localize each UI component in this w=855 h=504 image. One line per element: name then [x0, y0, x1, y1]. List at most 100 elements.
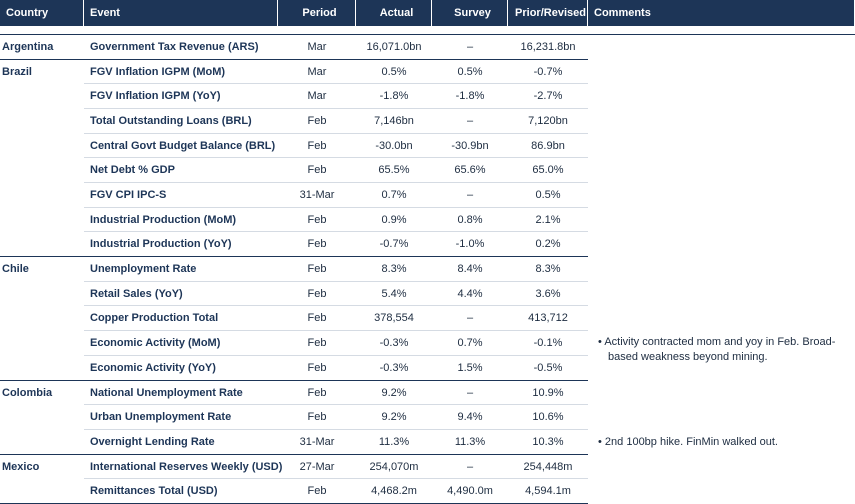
event: Remittances Total (USD) [90, 485, 218, 498]
value: Mar [307, 90, 327, 103]
value: 0.8% [457, 213, 483, 226]
row-rule [84, 478, 588, 480]
header-cell: Survey [432, 0, 508, 26]
comment: • 2nd 100bp hike. FinMin walked out. [598, 435, 778, 448]
event: Economic Activity (YoY) [90, 361, 216, 374]
value: 4.4% [457, 287, 483, 300]
value: – [466, 386, 474, 399]
group-rule [0, 379, 588, 381]
row-rule [84, 305, 588, 307]
value: -2.7% [533, 90, 563, 103]
value: Feb [307, 361, 327, 374]
value: -0.1% [533, 337, 563, 350]
value: 4,468.2m [371, 485, 417, 498]
value: Mar [307, 65, 327, 78]
value: Mar [307, 41, 327, 53]
header-cell: Prior/Revised [508, 0, 588, 26]
value: 9.4% [457, 411, 483, 424]
row-rule [84, 108, 588, 110]
row-rule [84, 182, 588, 184]
value: 11.3% [454, 435, 486, 448]
value: 5.4% [381, 287, 407, 300]
value: – [466, 115, 474, 128]
value: 378,554 [374, 312, 414, 325]
value: Feb [307, 213, 327, 226]
row-rule [84, 428, 588, 430]
row-rule [84, 404, 588, 406]
group-rule [0, 453, 588, 455]
value: 31-Mar [299, 435, 335, 448]
header-cell: Country [0, 0, 84, 26]
row-rule [84, 132, 588, 134]
event: FGV CPI IPC-S [90, 189, 167, 202]
event: Overnight Lending Rate [90, 435, 215, 448]
value: 65.6% [454, 164, 486, 177]
group-rule [0, 256, 588, 258]
row-rule [84, 206, 588, 208]
value: -30.9bn [451, 139, 489, 152]
event: Industrial Production (MoM) [90, 213, 237, 226]
event: Total Outstanding Loans (BRL) [90, 115, 252, 128]
header-cell: Comments [588, 0, 855, 26]
value: 413,712 [528, 312, 568, 325]
event: Economic Activity (MoM) [90, 337, 221, 350]
value: -1.8% [455, 90, 485, 103]
event: FGV Inflation IGPM (YoY) [90, 90, 221, 103]
value: Feb [307, 386, 327, 399]
value: -0.7% [533, 65, 563, 78]
value: – [466, 41, 474, 53]
value: Feb [307, 139, 327, 152]
row-rule [84, 280, 588, 282]
comment-text: 2nd 100bp hike. FinMin walked out. [604, 435, 778, 448]
value: 1.5% [457, 361, 483, 374]
value: -0.7% [379, 238, 409, 251]
value: 254,448m [523, 460, 573, 473]
value: 16,071.0bn [366, 41, 422, 53]
event: Net Debt % GDP [90, 164, 175, 177]
value: -0.5% [533, 361, 563, 374]
value: 0.9% [381, 213, 407, 226]
value: 0.5% [457, 65, 483, 78]
country: Mexico [2, 460, 40, 473]
value: 7,146bn [374, 115, 414, 128]
value: 65.0% [532, 164, 564, 177]
value: Feb [307, 263, 327, 276]
value: 4,594.1m [525, 485, 571, 498]
event: International Reserves Weekly (USD) [90, 460, 283, 473]
value: 31-Mar [299, 189, 335, 202]
value: 8.4% [457, 263, 483, 276]
value: 65.5% [378, 164, 410, 177]
country: Argentina [2, 41, 54, 53]
row-rule [84, 354, 588, 356]
value: Feb [307, 287, 327, 300]
value: – [466, 312, 474, 325]
value: Feb [307, 411, 327, 424]
value: 0.7% [457, 337, 483, 350]
event: Industrial Production (YoY) [90, 238, 232, 251]
value: Feb [307, 115, 327, 128]
country: Colombia [2, 386, 53, 399]
value: Feb [307, 164, 327, 177]
value: 16,231.8bn [520, 41, 576, 53]
country: Brazil [2, 65, 32, 78]
row-rule [84, 330, 588, 332]
value: -1.0% [455, 238, 485, 251]
value: 9.2% [381, 411, 407, 424]
event: FGV Inflation IGPM (MoM) [90, 65, 226, 78]
event: Government Tax Revenue (ARS) [90, 41, 259, 53]
event: Unemployment Rate [90, 263, 197, 276]
header-cell: Actual [356, 0, 432, 26]
value: 10.6% [532, 411, 564, 424]
value: Feb [307, 312, 327, 325]
value: – [466, 189, 474, 202]
event: Retail Sales (YoY) [90, 287, 183, 300]
value: 0.7% [381, 189, 407, 202]
value: 9.2% [381, 386, 407, 399]
row-rule [84, 157, 588, 159]
country: Chile [2, 263, 29, 276]
value: 0.5% [535, 189, 561, 202]
header-cell: Event [84, 0, 278, 26]
value: -0.3% [379, 337, 409, 350]
value: 8.3% [381, 263, 407, 276]
